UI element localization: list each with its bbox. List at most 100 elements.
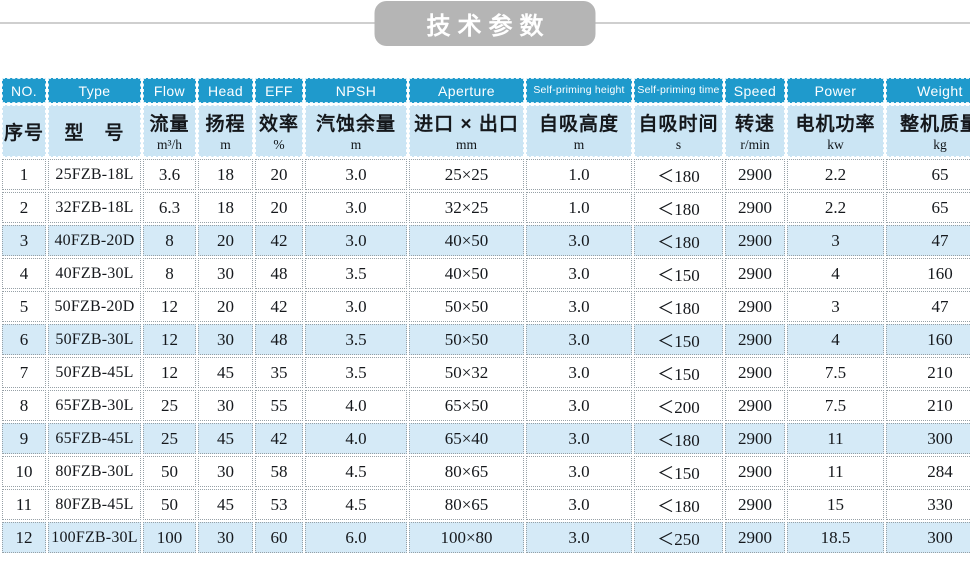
cell-speed: 2900 (725, 225, 785, 256)
section-title-pill: 技术参数 (374, 1, 596, 46)
cell-aperture: 65×40 (409, 423, 524, 454)
cell-aperture: 80×65 (409, 489, 524, 520)
cell-self-priming-time: ＜180 (634, 489, 723, 520)
cell-weight: 65 (886, 192, 970, 223)
cell-aperture: 50×32 (409, 357, 524, 388)
cell-eff: 55 (255, 390, 303, 421)
cell-flow: 8 (143, 225, 196, 256)
cell-aperture: 100×80 (409, 522, 524, 553)
col-header-zh-label: 汽蚀余量 (315, 114, 396, 135)
cell-power: 7.5 (787, 357, 884, 388)
col-header-zh-label: 流量 (149, 114, 190, 135)
col-header-zh-no: 序号 (2, 105, 46, 157)
cell-head: 45 (198, 423, 253, 454)
cell-aperture: 40×50 (409, 258, 524, 289)
table-row-12: 12 100FZB-30L 100 30 60 6.0 100×80 3.0 ＜250 2900 1… (2, 522, 970, 553)
section-title: 技术参数 (426, 13, 551, 40)
cell-no: 2 (2, 192, 46, 223)
cell-type: 65FZB-45L (48, 423, 141, 454)
table-row-10: 10 80FZB-30L 50 30 58 4.5 80×65 3.0 ＜150 2900 11 28… (2, 456, 970, 487)
cell-npsh: 3.5 (305, 357, 407, 388)
table-row-1: 1 25FZB-18L 3.6 18 20 3.0 25×25 1.0 ＜180 2900 2.2 6… (2, 159, 970, 190)
cell-no: 7 (2, 357, 46, 388)
header-row-en: NO. Type Flow Head EFF NPSH Aperture Self-primi… (2, 78, 970, 103)
cell-weight: 160 (886, 324, 970, 355)
cell-power: 4 (787, 324, 884, 355)
cell-head: 30 (198, 456, 253, 487)
cell-flow: 12 (143, 357, 196, 388)
cell-self-priming-height: 3.0 (526, 291, 632, 322)
cell-aperture: 50×50 (409, 291, 524, 322)
cell-aperture: 80×65 (409, 456, 524, 487)
cell-no: 6 (2, 324, 46, 355)
col-header-zh-label: 进口 × 出口 (414, 114, 519, 135)
cell-npsh: 3.0 (305, 225, 407, 256)
cell-type: 80FZB-45L (48, 489, 141, 520)
cell-no: 1 (2, 159, 46, 190)
cell-speed: 2900 (725, 357, 785, 388)
table-row-11: 11 80FZB-45L 50 45 53 4.5 80×65 3.0 ＜180 2900 15 33… (2, 489, 970, 520)
table-row-9: 9 65FZB-45L 25 45 42 4.0 65×40 3.0 ＜180 2900 11 300 (2, 423, 970, 454)
cell-self-priming-height: 3.0 (526, 258, 632, 289)
cell-npsh: 3.5 (305, 258, 407, 289)
cell-eff: 58 (255, 456, 303, 487)
cell-weight: 160 (886, 258, 970, 289)
cell-self-priming-height: 3.0 (526, 390, 632, 421)
cell-self-priming-height: 3.0 (526, 225, 632, 256)
col-header-zh-label: 型 号 (64, 122, 125, 144)
cell-weight: 300 (886, 423, 970, 454)
cell-power: 3 (787, 225, 884, 256)
cell-npsh: 4.5 (305, 456, 407, 487)
cell-weight: 47 (886, 291, 970, 322)
col-header-en-type: Type (48, 78, 141, 103)
table-row-8: 8 65FZB-30L 25 30 55 4.0 65×50 3.0 ＜200 2900 7.5 21… (2, 390, 970, 421)
table-row-5: 5 50FZB-20D 12 20 42 3.0 50×50 3.0 ＜180 2900 3 47 (2, 291, 970, 322)
cell-head: 45 (198, 489, 253, 520)
cell-speed: 2900 (725, 489, 785, 520)
cell-aperture: 50×50 (409, 324, 524, 355)
cell-type: 32FZB-18L (48, 192, 141, 223)
cell-no: 8 (2, 390, 46, 421)
cell-power: 2.2 (787, 192, 884, 223)
col-header-en-aperture: Aperture (409, 78, 524, 103)
cell-eff: 35 (255, 357, 303, 388)
col-header-zh-label: 自吸高度 (538, 114, 619, 135)
cell-no: 11 (2, 489, 46, 520)
table-row-3: 3 40FZB-20D 8 20 42 3.0 40×50 3.0 ＜180 2900 3 47 (2, 225, 970, 256)
col-header-zh-npsh: 汽蚀余量 m (305, 105, 407, 157)
cell-type: 50FZB-20D (48, 291, 141, 322)
cell-flow: 50 (143, 456, 196, 487)
cell-no: 9 (2, 423, 46, 454)
cell-power: 3 (787, 291, 884, 322)
col-header-unit: kg (933, 137, 947, 152)
cell-eff: 42 (255, 291, 303, 322)
cell-self-priming-time: ＜180 (634, 225, 723, 256)
col-header-unit: m (573, 137, 585, 152)
cell-self-priming-height: 3.0 (526, 489, 632, 520)
cell-speed: 2900 (725, 291, 785, 322)
col-header-zh-head: 扬程 m (198, 105, 253, 157)
cell-eff: 42 (255, 225, 303, 256)
cell-speed: 2900 (725, 522, 785, 553)
cell-weight: 284 (886, 456, 970, 487)
cell-power: 7.5 (787, 390, 884, 421)
cell-npsh: 3.5 (305, 324, 407, 355)
cell-no: 3 (2, 225, 46, 256)
col-header-zh-self-priming-time: 自吸时间 s (634, 105, 723, 157)
col-header-en-flow: Flow (143, 78, 196, 103)
cell-self-priming-time: ＜150 (634, 258, 723, 289)
cell-head: 30 (198, 522, 253, 553)
cell-eff: 42 (255, 423, 303, 454)
cell-npsh: 4.0 (305, 390, 407, 421)
col-header-zh-aperture: 进口 × 出口 mm (409, 105, 524, 157)
cell-power: 2.2 (787, 159, 884, 190)
cell-npsh: 6.0 (305, 522, 407, 553)
cell-self-priming-height: 3.0 (526, 423, 632, 454)
cell-eff: 60 (255, 522, 303, 553)
cell-power: 11 (787, 456, 884, 487)
col-header-zh-label: 效率 (258, 114, 299, 135)
col-header-en-npsh: NPSH (305, 78, 407, 103)
cell-self-priming-height: 3.0 (526, 456, 632, 487)
cell-weight: 47 (886, 225, 970, 256)
cell-npsh: 3.0 (305, 291, 407, 322)
